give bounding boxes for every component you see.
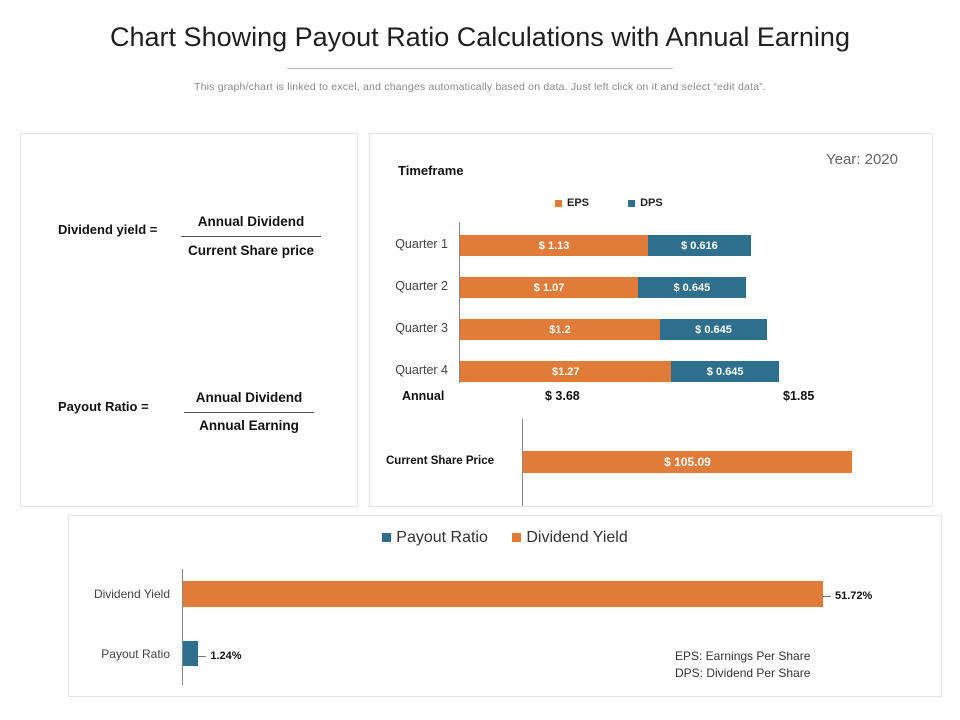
bar-eps-q4: $1.27 [460,361,672,382]
dividend-yield-label: Dividend yield = [58,222,158,237]
bar-dps-q1: $ 0.616 [648,235,751,256]
bar-dps-q2: $ 0.645 [638,277,746,298]
category-label-quarter-4: Quarter 4 [395,363,448,377]
legend-item-eps: EPS [555,197,589,209]
formulas-panel: Dividend yield = Annual Dividend Current… [20,133,358,507]
leader-line-dividend-yield [823,596,831,597]
legend-swatch-payout-ratio [382,533,392,543]
bar-dps-q4: $ 0.645 [671,361,779,382]
quarterly-legend: EPS DPS [555,197,699,209]
annual-dps-value: $1.85 [783,389,815,403]
payout-ratio-fraction-bar [184,412,314,413]
annual-label: Annual [402,389,445,403]
legend-label-dividend-yield: Dividend Yield [526,529,628,546]
bar-dividend-yield [183,581,823,607]
current-share-price-bar: $ 105.09 [523,451,852,473]
dividend-yield-numerator: Annual Dividend [197,214,305,229]
ratios-axis [182,569,183,685]
legend-swatch-dividend-yield [512,533,522,543]
value-label-payout-ratio: 1.24% [210,649,242,662]
bar-eps-q1: $ 1.13 [460,235,649,256]
bar-payout-ratio [183,641,199,666]
quarterly-chart-panel: Year: 2020 Timeframe EPS DPS Quarter 1 $ … [369,133,933,507]
bar-dps-q3: $ 0.645 [659,319,768,340]
annual-eps-value: $ 3.68 [545,389,580,403]
value-label-dividend-yield: 51.72% [835,590,873,602]
category-label-dividend-yield: Dividend Yield [93,587,170,601]
legend-label-eps: EPS [567,197,590,209]
legend-item-dps: DPS [628,197,663,209]
payout-ratio-label: Payout Ratio = [58,399,149,414]
bar-eps-q3: $1.2 [460,319,660,340]
year-annotation: Year: 2020 [825,151,898,168]
bar-eps-q2: $ 1.07 [460,277,639,298]
dividend-yield-fraction-bar [181,236,321,237]
title-divider [287,68,673,69]
payout-ratio-numerator: Annual Dividend [195,390,303,405]
legend-label-payout-ratio: Payout Ratio [396,529,488,546]
category-label-payout-ratio: Payout Ratio [101,647,170,661]
dividend-yield-denominator: Current Share price [187,243,315,258]
legend-label-dps: DPS [640,197,663,209]
share-price-axis [522,419,523,506]
ratios-chart-panel: Payout Ratio Dividend Yield Dividend Yie… [68,515,942,697]
note-eps: EPS: Earnings Per Share [675,649,811,663]
legend-item-dividend-yield: Dividend Yield [512,529,628,547]
page-title: Chart Showing Payout Ratio Calculations … [110,22,850,52]
current-share-price-label: Current Share Price [386,455,495,467]
page-subtitle: This graph/chart is linked to excel, and… [193,81,767,93]
category-label-quarter-3: Quarter 3 [395,321,448,335]
payout-ratio-denominator: Annual Earning [199,418,299,433]
note-dps: DPS: Dividend Per Share [675,666,811,680]
chart-title-timeframe: Timeframe [398,163,464,178]
category-label-quarter-2: Quarter 2 [395,279,448,293]
legend-swatch-eps [555,199,562,207]
category-label-quarter-1: Quarter 1 [395,237,448,251]
ratios-legend: Payout Ratio Dividend Yield [69,529,941,547]
leader-line-payout-ratio [198,655,207,657]
legend-swatch-dps [628,199,636,207]
legend-item-payout-ratio: Payout Ratio [382,529,488,547]
quarterly-axis [459,222,460,383]
